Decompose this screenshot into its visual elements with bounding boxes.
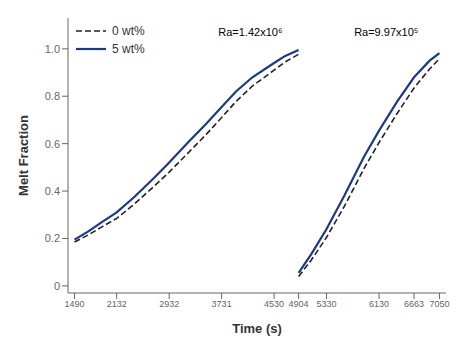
svg-text:Melt Fraction: Melt Fraction [16,115,31,196]
svg-text:0.6: 0.6 [45,138,60,150]
svg-text:0.8: 0.8 [45,90,60,102]
svg-text:3731: 3731 [212,299,232,309]
svg-text:4530: 4530 [264,299,284,309]
svg-text:6130: 6130 [369,299,389,309]
svg-text:2932: 2932 [159,299,179,309]
svg-text:5330: 5330 [317,299,337,309]
svg-text:2132: 2132 [107,299,127,309]
svg-text:Ra=9.97x10⁵: Ra=9.97x10⁵ [354,26,418,38]
svg-text:0: 0 [54,280,60,292]
svg-text:7050: 7050 [429,299,449,309]
svg-text:1.0: 1.0 [45,43,60,55]
svg-text:4904: 4904 [289,299,309,309]
html-text:5 wt%: 5 wt% [112,42,145,56]
svg-text:0.4: 0.4 [45,185,60,197]
html-text:0 wt%: 0 wt% [112,24,145,38]
svg-text:6663: 6663 [404,299,424,309]
svg-text:1490: 1490 [65,299,85,309]
svg-text:Time (s): Time (s) [232,321,282,336]
svg-text:Ra=1.42x10⁶: Ra=1.42x10⁶ [218,26,282,38]
svg-text:0.2: 0.2 [45,232,60,244]
